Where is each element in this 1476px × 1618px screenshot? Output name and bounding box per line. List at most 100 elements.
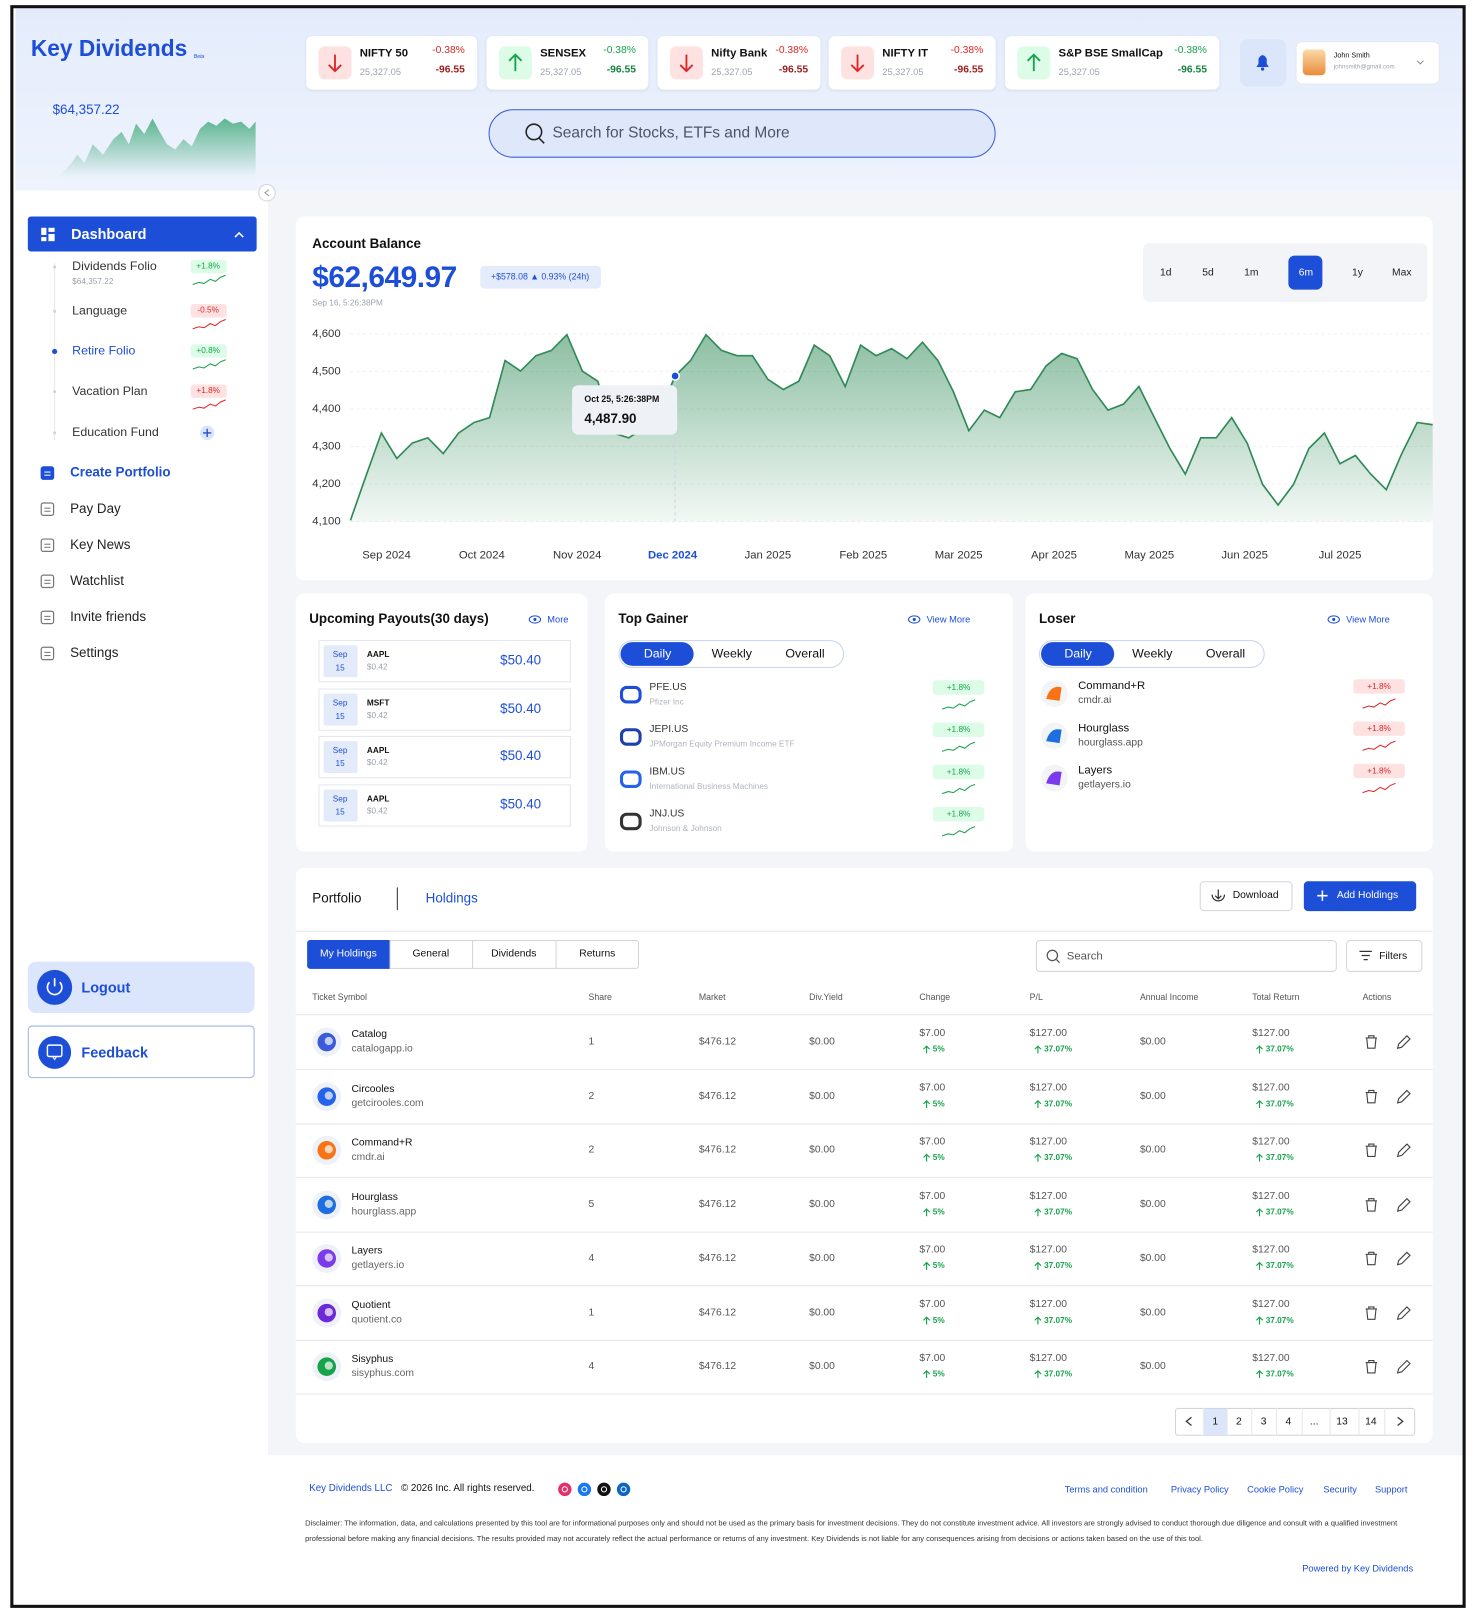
range-button[interactable]: 6m (1298, 267, 1314, 279)
ticker-arrow-shape (508, 53, 523, 72)
change-pct: 5% (932, 1260, 945, 1271)
ticker-value: 25,327.05 (1058, 66, 1100, 78)
ticker-arrow (328, 54, 342, 73)
range-button[interactable]: 1d (1159, 267, 1172, 279)
payout-month: Sep (332, 698, 348, 708)
up-arrow-shape (1034, 1153, 1042, 1162)
social-icon-group (597, 1482, 611, 1497)
edit-button-group (1396, 1143, 1411, 1158)
folio-name[interactable]: Language (72, 303, 128, 318)
range-button[interactable]: Max (1392, 267, 1412, 279)
more-link[interactable]: View More (1346, 614, 1390, 625)
ticker-pct: -0.38% (1174, 44, 1207, 56)
column-header: Market (698, 991, 726, 1002)
subtab[interactable]: General (412, 948, 450, 960)
ticker-arrow-shape (850, 54, 865, 73)
holdings-search[interactable] (1035, 939, 1337, 972)
ticker-pct: -0.38% (603, 44, 636, 56)
folio-name[interactable]: Dividends Folio (72, 258, 157, 274)
holding-change: $7.00 (919, 1027, 946, 1040)
holding-pl: $127.00 (1029, 1081, 1067, 1094)
page-button[interactable]: ... (1309, 1416, 1319, 1428)
change-pct: 37.07% (1265, 1369, 1294, 1379)
menu-item[interactable]: Settings (70, 644, 119, 661)
holding-pl: $127.00 (1029, 1190, 1067, 1202)
portfolio-tab[interactable]: Holdings (425, 890, 478, 906)
range-button[interactable]: 1m (1244, 267, 1259, 279)
payout-date (323, 789, 358, 822)
footer-link[interactable]: Support (1374, 1484, 1408, 1495)
company-logo-shape (324, 1145, 333, 1154)
subtab[interactable]: Returns (579, 948, 616, 960)
search-bar[interactable] (488, 109, 996, 158)
tab[interactable]: Daily (643, 646, 672, 661)
subtab[interactable]: Dividends (491, 948, 537, 960)
subtab[interactable]: My Holdings (320, 948, 377, 960)
range-button[interactable]: 1y (1351, 267, 1363, 279)
company-sub: cmdr.ai (1078, 694, 1112, 707)
social-icon-shape (597, 1482, 611, 1497)
folio-badge-text: +0.8% (196, 345, 221, 355)
page-button[interactable]: 14 (1365, 1416, 1377, 1428)
footer-link[interactable]: Privacy Policy (1170, 1484, 1229, 1495)
brand-balance: $64,357.22 (52, 101, 120, 118)
page-button[interactable]: 2 (1236, 1416, 1242, 1428)
nav-dashboard[interactable] (27, 216, 257, 252)
range-button[interactable]: 5d (1202, 267, 1214, 279)
card-title: Loser (1038, 610, 1076, 627)
company-logo-group (312, 1027, 342, 1057)
tab[interactable]: Daily (1064, 646, 1092, 661)
filters-button[interactable] (1346, 939, 1423, 972)
card-title: Upcoming Payouts(30 days) (309, 610, 489, 627)
row-divider (295, 1177, 1433, 1179)
folio-name[interactable]: Education Fund (72, 424, 159, 440)
company-logo-group (619, 728, 642, 746)
delete-button-group (1365, 1197, 1378, 1212)
feedback-icon-shape (46, 1044, 63, 1058)
tab[interactable]: Overall (1205, 646, 1246, 661)
payout-ticker: AAPL (366, 794, 390, 804)
page-button[interactable]: 13 (1336, 1416, 1348, 1428)
footer-link[interactable]: Terms and condition (1064, 1484, 1148, 1495)
menu-item[interactable]: Create Portfolio (70, 464, 171, 480)
column-header: Ticket Symbol (312, 991, 367, 1002)
folio-dot (53, 390, 57, 394)
payout-day: 15 (335, 663, 345, 673)
more-link[interactable]: More (547, 614, 569, 625)
company-logo (312, 1135, 342, 1165)
y-tick-label: 4,400 (312, 403, 340, 415)
footer-link[interactable]: Cookie Policy (1247, 1484, 1304, 1495)
menu-item[interactable]: Key News (70, 536, 131, 552)
up-arrow (1256, 1261, 1264, 1270)
up-arrow (1034, 1207, 1042, 1216)
tab[interactable]: Overall (785, 646, 825, 661)
menu-item[interactable]: Pay Day (70, 500, 121, 516)
download-icon-group (1211, 889, 1226, 902)
tab[interactable]: Weekly (711, 646, 752, 661)
menu-icon-shape (40, 466, 55, 480)
up-arrow-shape (1034, 1261, 1042, 1270)
holding-pl: $127.00 (1029, 1136, 1067, 1148)
bell-icon-shape (1260, 67, 1265, 71)
dashboard-icon-group (41, 227, 55, 242)
menu-item[interactable]: Watchlist (70, 572, 124, 589)
folio-name[interactable]: Vacation Plan (72, 383, 148, 398)
up-arrow-group (923, 1315, 931, 1324)
up-arrow (923, 1207, 931, 1216)
tab-active-bg (1041, 642, 1115, 666)
company-logo-group (312, 1244, 342, 1273)
search-icon-shape (525, 123, 543, 141)
page-button[interactable]: 1 (1212, 1416, 1219, 1428)
page-button[interactable]: 4 (1285, 1416, 1292, 1428)
footer-copyright: © 2026 Inc. All rights reserved. (400, 1482, 535, 1495)
tab[interactable]: Weekly (1132, 646, 1173, 661)
folio-name[interactable]: Retire Folio (72, 343, 136, 358)
ticker-arrow-shape (1026, 53, 1041, 72)
page-button[interactable]: 3 (1260, 1416, 1267, 1428)
portfolio-tab[interactable]: Portfolio (312, 890, 362, 906)
footer-link[interactable]: Security (1323, 1484, 1357, 1495)
payout-amount: $50.40 (500, 796, 542, 812)
next-page-group (1397, 1416, 1404, 1426)
menu-item[interactable]: Invite friends (70, 608, 147, 625)
more-link[interactable]: View More (926, 614, 971, 625)
